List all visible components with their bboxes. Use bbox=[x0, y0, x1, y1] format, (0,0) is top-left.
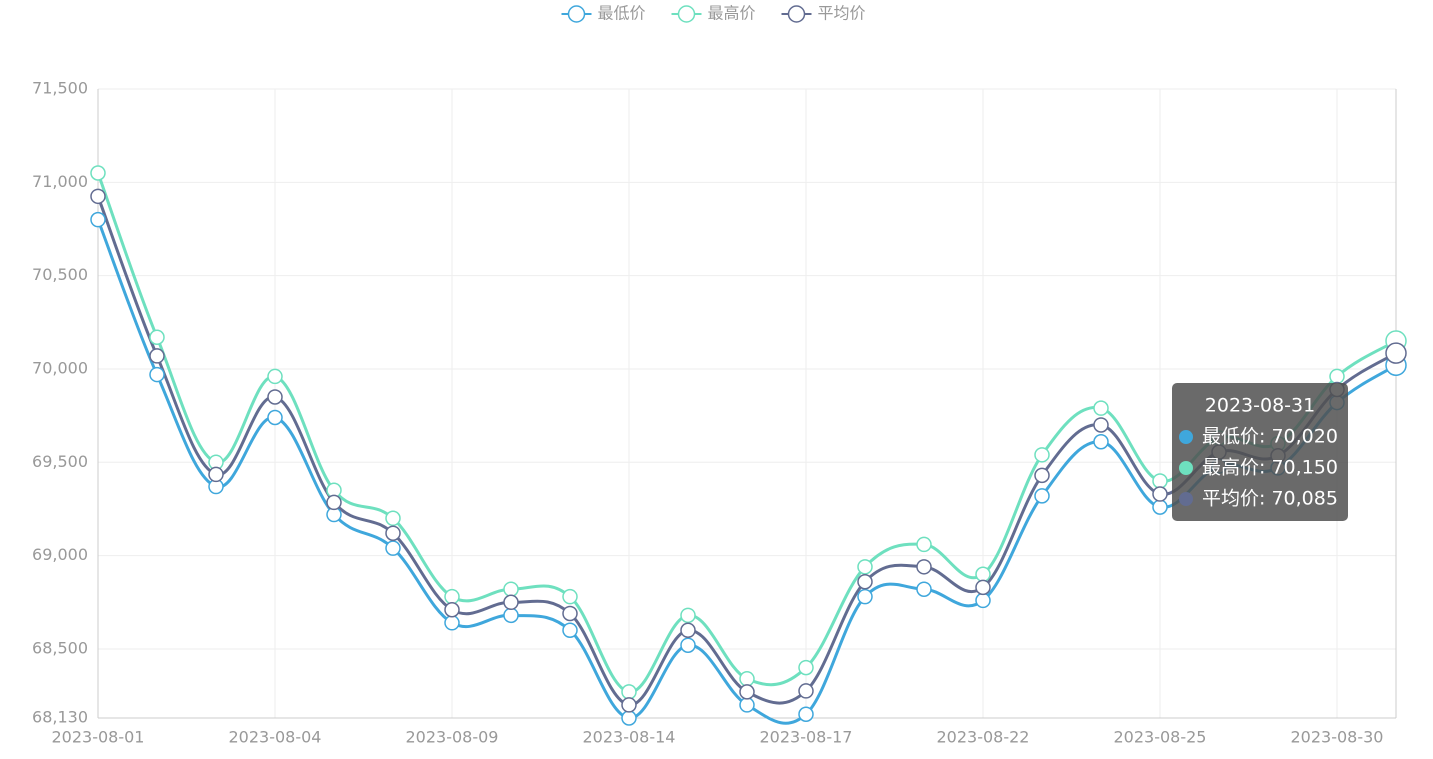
legend-label: 最低价 bbox=[598, 4, 646, 23]
data-point bbox=[1093, 434, 1109, 450]
data-point bbox=[1152, 499, 1168, 515]
data-point bbox=[503, 594, 519, 611]
tooltip-box bbox=[1172, 383, 1348, 521]
data-point bbox=[916, 581, 932, 597]
data-point bbox=[916, 536, 932, 553]
tooltip-row: 最高价: 70,150 bbox=[1202, 457, 1338, 479]
data-point bbox=[444, 615, 460, 631]
data-point bbox=[385, 525, 401, 541]
data-point bbox=[1034, 467, 1050, 484]
data-point bbox=[621, 710, 637, 726]
tooltip-marker bbox=[1179, 492, 1193, 506]
y-tick-label: 71,500 bbox=[32, 79, 88, 98]
y-tick-label: 70,500 bbox=[32, 265, 88, 284]
data-point bbox=[503, 607, 519, 624]
legend-marker bbox=[787, 5, 806, 23]
data-point bbox=[562, 588, 578, 605]
x-tick-label: 2023-08-22 bbox=[937, 728, 1030, 747]
data-point bbox=[1034, 447, 1050, 463]
data-point bbox=[857, 573, 873, 590]
x-tick-label: 2023-08-25 bbox=[1114, 728, 1207, 747]
data-point bbox=[444, 588, 460, 605]
x-tick-label: 2023-08-17 bbox=[760, 728, 853, 747]
tooltip-marker bbox=[1179, 430, 1193, 444]
data-point bbox=[975, 579, 991, 596]
data-point bbox=[149, 366, 165, 383]
data-point bbox=[562, 622, 578, 639]
tooltip-title: 2023-08-31 bbox=[1205, 395, 1315, 417]
data-point bbox=[621, 684, 637, 700]
data-point bbox=[1152, 486, 1168, 502]
data-point bbox=[680, 622, 696, 639]
data-point bbox=[621, 697, 637, 713]
y-tick-label: 69,000 bbox=[32, 545, 88, 564]
data-point bbox=[267, 368, 283, 385]
tooltip-marker bbox=[1179, 461, 1193, 475]
data-point bbox=[562, 605, 578, 622]
data-point bbox=[1385, 342, 1407, 364]
data-point bbox=[1329, 368, 1345, 385]
x-tick-label: 2023-08-04 bbox=[229, 728, 322, 747]
data-point bbox=[857, 588, 873, 605]
data-point bbox=[739, 684, 755, 700]
data-point bbox=[680, 637, 696, 653]
data-point bbox=[267, 409, 283, 426]
legend-marker bbox=[677, 5, 696, 23]
data-point bbox=[975, 566, 991, 583]
legend-marker bbox=[567, 5, 586, 23]
y-tick-label: 69,500 bbox=[32, 452, 88, 471]
data-point bbox=[798, 706, 814, 723]
data-point bbox=[916, 559, 932, 575]
data-point bbox=[267, 389, 283, 405]
data-point bbox=[975, 592, 991, 609]
data-point bbox=[798, 683, 814, 699]
data-point bbox=[90, 211, 106, 228]
data-point bbox=[1152, 473, 1168, 489]
x-tick-label: 2023-08-14 bbox=[583, 728, 676, 747]
legend-label: 平均价 bbox=[818, 4, 866, 23]
data-point bbox=[385, 510, 401, 527]
data-point bbox=[1093, 400, 1109, 416]
data-point bbox=[444, 601, 460, 618]
data-point bbox=[149, 348, 165, 364]
x-tick-label: 2023-08-09 bbox=[406, 728, 499, 747]
y-tick-label: 68,130 bbox=[32, 708, 88, 727]
tooltip-row: 平均价: 70,085 bbox=[1202, 488, 1338, 510]
data-point bbox=[739, 671, 755, 687]
x-tick-label: 2023-08-30 bbox=[1291, 728, 1384, 747]
data-point bbox=[503, 581, 519, 597]
data-point bbox=[149, 329, 165, 345]
data-point bbox=[326, 494, 342, 511]
data-point bbox=[798, 659, 814, 676]
y-tick-label: 70,000 bbox=[32, 358, 88, 377]
data-point bbox=[1093, 417, 1109, 433]
tooltip: 2023-08-31 最低价: 70,020 最高价: 70,150 平均价: 70,… bbox=[1172, 383, 1348, 521]
data-point bbox=[90, 188, 106, 205]
tooltip-row: 最低价: 70,020 bbox=[1202, 426, 1338, 448]
data-point bbox=[385, 540, 401, 556]
x-tick-label: 2023-08-01 bbox=[52, 728, 145, 747]
data-point bbox=[680, 607, 696, 624]
data-point bbox=[739, 697, 755, 713]
data-point bbox=[1034, 488, 1050, 504]
data-point bbox=[208, 466, 224, 483]
data-point bbox=[857, 559, 873, 575]
legend-label: 最高价 bbox=[708, 4, 756, 23]
y-tick-label: 71,000 bbox=[32, 172, 88, 191]
y-tick-label: 68,500 bbox=[32, 638, 88, 657]
data-point bbox=[90, 165, 106, 181]
